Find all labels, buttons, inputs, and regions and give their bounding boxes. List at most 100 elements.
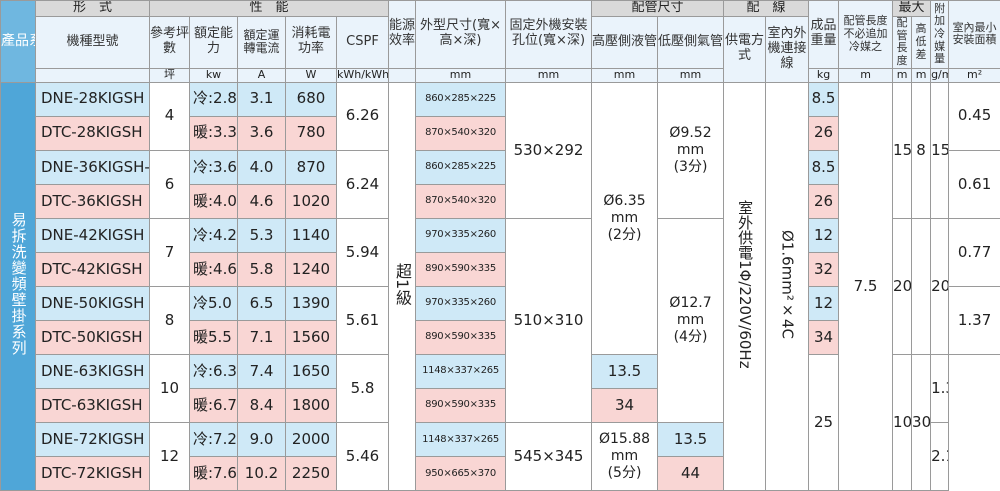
current-cell: 5.3 [237,217,286,253]
current-cell: 10.2 [237,455,286,491]
lp-pipe-note: (5分) [607,464,642,481]
outdoor-size-cell: 890×590×335 [415,251,507,287]
model-cell: DTC-36KIGSH [35,183,150,219]
current-cell: 9.0 [237,421,286,457]
cspf-cell: 6.24 [335,149,390,219]
min-area-cell: 0.61 [948,149,1000,219]
weight-cell: 8.5 [808,149,840,185]
lp-pipe-size: Ø9.52 [669,124,712,141]
no-refill-header: 配管長度不必追加冷媒之 [838,0,894,69]
min-area-cell: 1.37 [930,353,950,423]
outdoor-size-cell: 860×285×225 [415,81,507,117]
lp-pipe-size: Ø12.7 [669,295,712,311]
connection-wire-value: Ø1.6mm²×4C [778,229,797,339]
current-cell: 8.4 [237,387,286,423]
max-height-cell: 10 [892,353,913,491]
weight-cell: 34 [591,387,659,423]
outdoor-size-cell: 970×335×260 [415,217,507,253]
cspf-cell: 5.8 [335,353,390,423]
power-supply-header: 供電方式 [723,16,767,83]
power-cell: 2250 [285,455,337,491]
current-cell: 5.8 [237,251,286,287]
ping-cell: 12 [149,421,190,491]
series-name-cell: 易拆洗變頻壁掛系列 [0,81,36,491]
unit-max-height-m: m [911,67,932,83]
outdoor-size-cell: 1148×337×265 [415,353,507,389]
current-cell: 4.0 [237,149,286,185]
outdoor-size-cell: 870×540×320 [415,183,507,219]
model-no-header: 機種型號 [35,16,150,69]
power-cell: 1650 [285,353,337,389]
model-cell: DTC-28KIGSH [35,115,150,151]
capacity-cell: 暖:7.6 [189,455,238,491]
lp-pipe-cell: Ø15.88 mm (5分) [591,421,659,491]
lp-pipe-size: Ø15.88 [598,431,651,448]
power-cell: 1020 [285,183,337,219]
ping-cell: 6 [149,149,190,219]
hp-pipe-size: Ø6.35 [603,192,646,209]
weight-cell: 12 [808,285,840,321]
unit-add-refr-gm: g/m [930,67,950,83]
piping-header: 配管尺寸 [591,0,725,17]
model-cell: DNE-28KIGSH [35,81,150,117]
model-cell: DNE-36KIGSH-1 [35,149,150,185]
hp-pipe-header: 高壓側液管 [591,16,659,69]
add-refrigerant-header: 附加冷媒量 [930,0,950,69]
lp-pipe-header: 低壓側氣管 [657,16,725,69]
current-cell: 7.1 [237,319,286,355]
weight-cell: 32 [808,251,840,287]
power-header: 消耗電功率 [285,16,337,69]
outdoor-size-cell: 970×335×260 [415,285,507,321]
unit-efficiency [388,67,417,83]
weight-cell: 8.5 [808,81,840,117]
efficiency-grade: 超1級 [393,263,413,306]
efficiency-header: 能源效率 [388,0,417,69]
cspf-cell: 5.94 [335,217,390,287]
model-cell: DNE-63KIGSH [35,353,150,389]
unit-max-len-m: m [892,67,913,83]
max-length-cell: 20 [892,217,913,355]
lp-pipe-unit: mm [676,311,705,328]
min-area-cell: 1.37 [948,285,1000,355]
lp-pipe-cell: Ø12.7 mm (4分) [657,217,725,423]
outdoor-size-cell: 860×285×225 [415,149,507,185]
ping-cell: 4 [149,81,190,151]
unit-size-mm: mm [415,67,507,83]
unit-area-m2: m² [948,67,1000,83]
lp-pipe-cell: Ø9.52 mm (3分) [657,81,725,219]
max-length-header: 配管長度 [892,16,913,69]
cspf-cell: 6.26 [335,81,390,151]
power-supply-value: 室外供電1Φ/220V/60Hz [736,199,755,369]
outdoor-size-cell: 870×540×320 [415,115,507,151]
current-cell: 4.6 [237,183,286,219]
current-header: 額定運轉電流 [237,16,286,69]
unit-kw: kw [189,67,238,83]
min-area-cell: 0.77 [948,217,1000,287]
unit-refill-m: m [838,67,894,83]
lp-pipe-unit: mm [676,141,705,158]
power-cell: 1240 [285,251,337,287]
capacity-cell: 暖5.5 [189,319,238,355]
ping-header: 參考坪數 [149,16,190,69]
model-cell: DTC-42KIGSH [35,251,150,287]
model-cell: DNE-72KIGSH [35,421,150,457]
capacity-cell: 冷:7.2 [189,421,238,457]
min-area-cell: 2.15 [930,421,950,491]
power-cell: 1390 [285,285,337,321]
capacity-cell: 冷:6.3 [189,353,238,389]
connection-wire-header: 室內外機連接線 [765,16,810,83]
weight-cell: 13.5 [591,353,659,389]
unit-ping: 坪 [149,67,190,83]
weight-cell: 26 [808,183,840,219]
ping-cell: 8 [149,285,190,355]
mount-hole-cell: 510×310 [505,217,593,423]
hp-pipe-unit: mm [610,209,639,226]
form-header: 形 式 [35,0,150,17]
capacity-cell: 冷:2.8 [189,81,238,117]
no-refill-length-cell: 7.5 [838,81,894,491]
capacity-cell: 暖:3.3 [189,115,238,151]
wiring-header: 配 線 [723,0,810,17]
ping-cell: 10 [149,353,190,423]
lp-pipe-note: (4分) [673,328,708,345]
